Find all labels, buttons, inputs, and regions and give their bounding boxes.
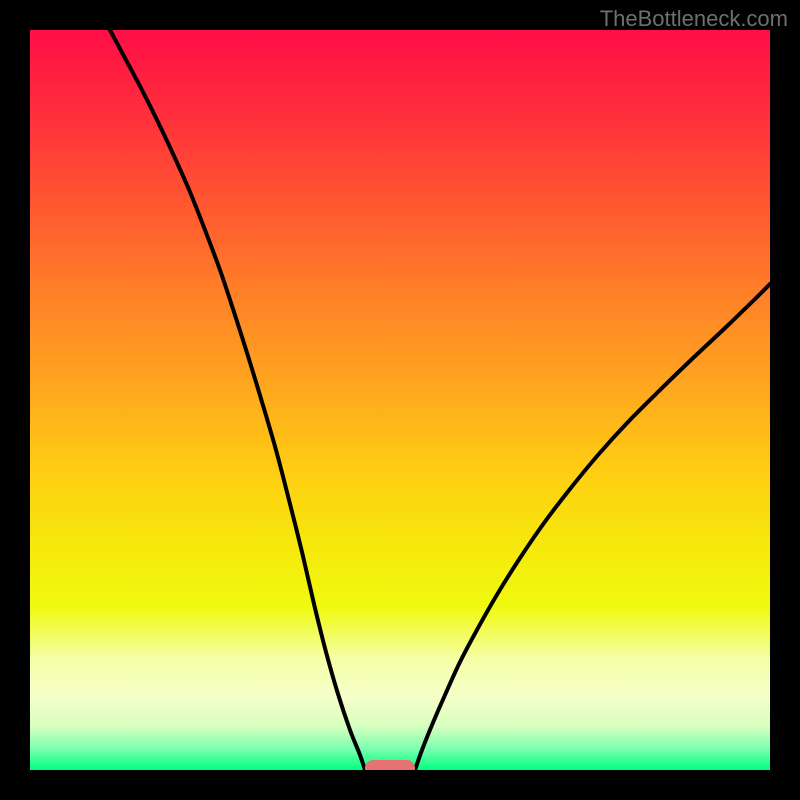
- chart-container: TheBottleneck.com: [0, 0, 800, 800]
- curves-layer: [30, 30, 770, 770]
- curve-right: [415, 284, 770, 770]
- curve-left: [110, 30, 365, 770]
- bottleneck-marker: [365, 760, 415, 770]
- watermark-text: TheBottleneck.com: [600, 6, 788, 32]
- plot-area: [30, 30, 770, 770]
